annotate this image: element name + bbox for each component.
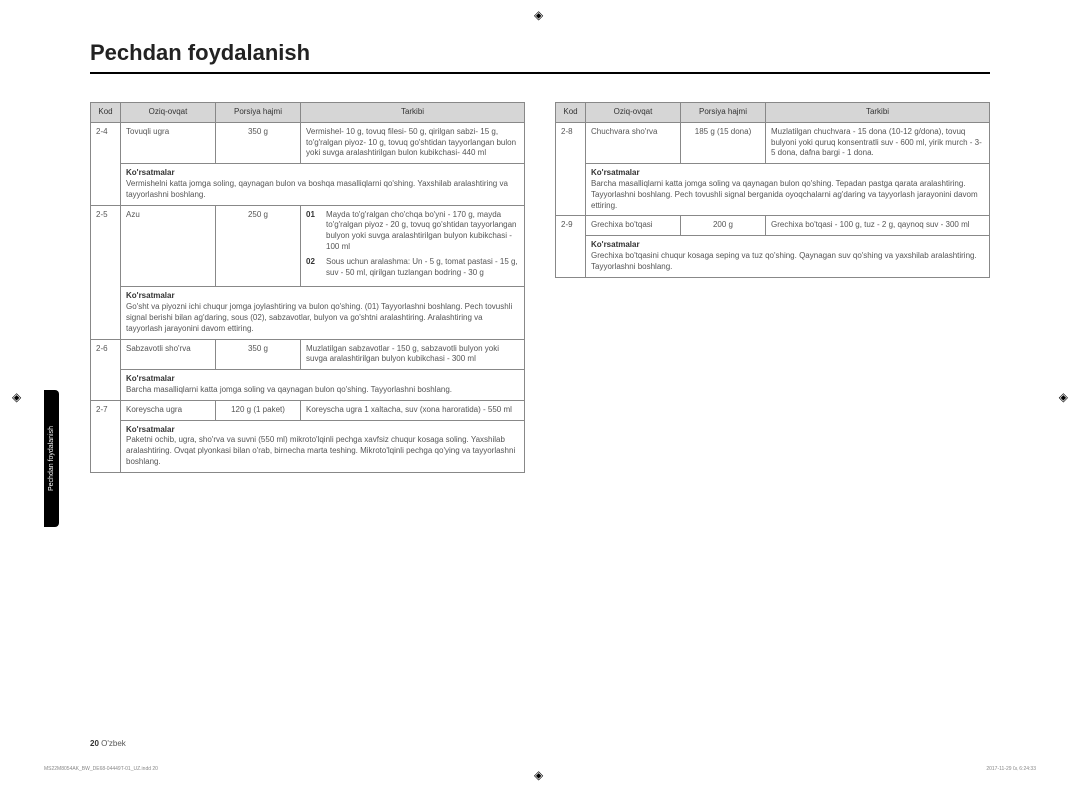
ko-label: Ko'rsatmalar — [126, 291, 519, 302]
cell-ko: Ko'rsatmalar Grechixa bo'tqasini chuqur … — [586, 236, 990, 277]
cell-kod: 2-9 — [556, 216, 586, 277]
ko-text: Vermishelni katta jomga soling, qaynagan… — [126, 179, 519, 201]
cell-tarkibi: 01 Mayda to'g'ralgan cho'chqa bo'yni - 1… — [301, 205, 525, 287]
cell-tarkibi: Muzlatilgan chuchvara - 15 dona (10-12 g… — [766, 122, 990, 163]
recipe-table-right: Kod Oziq-ovqat Porsiya hajmi Tarkibi 2-8… — [555, 102, 990, 278]
page-number: 20 — [90, 739, 99, 748]
cell-food: Sabzavotli sho'rva — [121, 339, 216, 370]
cell-portion: 200 g — [681, 216, 766, 236]
ko-label: Ko'rsatmalar — [591, 240, 984, 251]
side-tab: Pechdan foydalanish — [44, 390, 59, 527]
ko-label: Ko'rsatmalar — [126, 425, 519, 436]
cell-kod: 2-8 — [556, 122, 586, 216]
cell-portion: 185 g (15 dona) — [681, 122, 766, 163]
registration-mark-icon: ◈ — [12, 390, 21, 404]
cell-tarkibi: Koreyscha ugra 1 xaltacha, suv (xona har… — [301, 400, 525, 420]
registration-mark-icon: ◈ — [1059, 390, 1068, 404]
cell-food: Koreyscha ugra — [121, 400, 216, 420]
th-kod: Kod — [556, 103, 586, 123]
ko-text: Grechixa bo'tqasini chuqur kosaga seping… — [591, 251, 984, 273]
ko-label: Ko'rsatmalar — [126, 374, 519, 385]
cell-portion: 250 g — [216, 205, 301, 287]
cell-ko: Ko'rsatmalar Paketni ochib, ugra, sho'rv… — [121, 420, 525, 472]
cell-portion: 120 g (1 paket) — [216, 400, 301, 420]
cell-ko: Ko'rsatmalar Barcha masalliqlarni katta … — [586, 164, 990, 216]
cell-portion: 350 g — [216, 122, 301, 163]
ko-label: Ko'rsatmalar — [591, 168, 984, 179]
footer-page: 20 O'zbek — [90, 739, 126, 748]
footer-lang: O'zbek — [101, 739, 126, 748]
th-tarkibi: Tarkibi — [301, 103, 525, 123]
th-tarkibi: Tarkibi — [766, 103, 990, 123]
column-wrap: Kod Oziq-ovqat Porsiya hajmi Tarkibi 2-4… — [90, 102, 990, 473]
cell-kod: 2-4 — [91, 122, 121, 205]
cell-ko: Ko'rsatmalar Go'sht va piyozni ichi chuq… — [121, 287, 525, 339]
ko-text: Paketni ochib, ugra, sho'rva va suvni (5… — [126, 435, 519, 467]
cell-kod: 2-6 — [91, 339, 121, 400]
page-content: Pechdan foydalanish Kod Oziq-ovqat Porsi… — [90, 40, 990, 473]
doc-ref-left: MS22M8054AK_BW_DE68-04449T-01_UZ.indd 20 — [44, 766, 158, 772]
cell-food: Grechixa bo'tqasi — [586, 216, 681, 236]
cell-food: Azu — [121, 205, 216, 287]
sub-txt: Mayda to'g'ralgan cho'chqa bo'yni - 170 … — [326, 210, 519, 253]
th-oziq: Oziq-ovqat — [121, 103, 216, 123]
cell-tarkibi: Vermishel- 10 g, tovuq filesi- 50 g, qir… — [301, 122, 525, 163]
ko-text: Barcha masalliqlarni katta jomga soling … — [126, 385, 519, 396]
cell-food: Chuchvara sho'rva — [586, 122, 681, 163]
registration-mark-icon: ◈ — [534, 768, 543, 782]
th-porsiya: Porsiya hajmi — [681, 103, 766, 123]
cell-tarkibi: Muzlatilgan sabzavotlar - 150 g, sabzavo… — [301, 339, 525, 370]
cell-kod: 2-5 — [91, 205, 121, 339]
cell-ko: Ko'rsatmalar Barcha masalliqlarni katta … — [121, 370, 525, 401]
th-oziq: Oziq-ovqat — [586, 103, 681, 123]
right-column: Kod Oziq-ovqat Porsiya hajmi Tarkibi 2-8… — [555, 102, 990, 473]
sub-num: 01 — [306, 210, 320, 253]
cell-food: Tovuqli ugra — [121, 122, 216, 163]
cell-tarkibi: Grechixa bo'tqasi - 100 g, tuz - 2 g, qa… — [766, 216, 990, 236]
left-column: Kod Oziq-ovqat Porsiya hajmi Tarkibi 2-4… — [90, 102, 525, 473]
page-title: Pechdan foydalanish — [90, 40, 990, 74]
ko-text: Barcha masalliqlarni katta jomga soling … — [591, 179, 984, 211]
cell-portion: 350 g — [216, 339, 301, 370]
sub-txt: Sous uchun aralashma: Un - 5 g, tomat pa… — [326, 257, 519, 279]
cell-kod: 2-7 — [91, 400, 121, 472]
sub-num: 02 — [306, 257, 320, 279]
th-kod: Kod — [91, 103, 121, 123]
registration-mark-icon: ◈ — [534, 8, 543, 22]
ko-text: Go'sht va piyozni ichi chuqur jomga joyl… — [126, 302, 519, 334]
th-porsiya: Porsiya hajmi — [216, 103, 301, 123]
cell-ko: Ko'rsatmalar Vermishelni katta jomga sol… — [121, 164, 525, 205]
doc-ref-right: 2017-11-29 ㏇ 6:24:33 — [986, 765, 1036, 772]
recipe-table-left: Kod Oziq-ovqat Porsiya hajmi Tarkibi 2-4… — [90, 102, 525, 473]
ko-label: Ko'rsatmalar — [126, 168, 519, 179]
